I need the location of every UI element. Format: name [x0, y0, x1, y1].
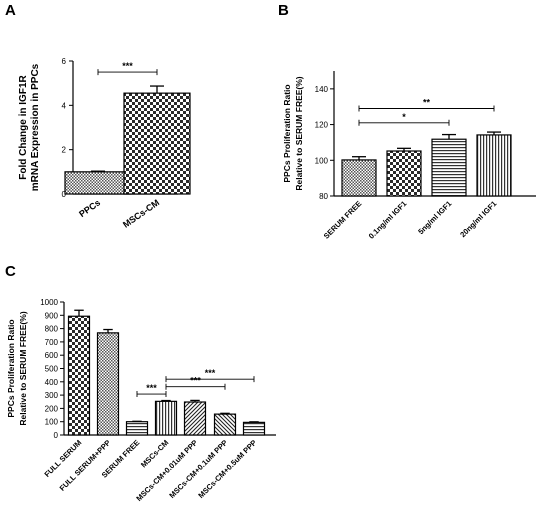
- significance-label: ***: [190, 376, 201, 386]
- y-tick-label: 400: [45, 378, 59, 387]
- y-tick-label: 0: [54, 431, 59, 440]
- significance-label: *: [402, 112, 406, 122]
- y-tick-label: 1000: [40, 298, 58, 307]
- y-tick-label: 500: [45, 365, 59, 374]
- y-tick-label: 100: [45, 418, 59, 427]
- y-axis-label: Fold Change in IGF1R: [18, 75, 29, 180]
- bar: [64, 171, 132, 195]
- category-label: PPCs: [77, 197, 102, 219]
- y-tick-label: 700: [45, 338, 59, 347]
- y-tick-label: 100: [315, 156, 329, 165]
- significance-label: ***: [205, 368, 216, 378]
- panel-label-a: A: [5, 2, 16, 19]
- y-tick-label: 900: [45, 311, 59, 320]
- y-tick-label: 120: [315, 121, 329, 130]
- category-label: FULL SERUM+PPP: [58, 438, 113, 493]
- significance-label: **: [423, 98, 431, 108]
- bar: [125, 421, 149, 436]
- bar: [213, 413, 237, 436]
- bar: [123, 92, 191, 195]
- chart-panel-b: 80 100 120 140 PPCs Proliferation Ratio Relat…: [282, 71, 536, 241]
- category-label: 20ng/ml IGF1: [458, 199, 499, 240]
- y-tick-label: 600: [45, 351, 59, 360]
- y-tick-label: 800: [45, 325, 59, 334]
- y-axis-label: Relative to SERUM FREE(%): [294, 76, 304, 190]
- chart-panel-c: 0 100 200 300 400 500 600 700 800 900 1000 PPCs Pro…: [6, 298, 276, 503]
- category-label: MSCs-CM: [121, 197, 161, 229]
- bar: [431, 138, 467, 197]
- y-tick-label: 6: [62, 57, 67, 66]
- panel-label-c: C: [5, 263, 16, 280]
- y-tick-label: 300: [45, 391, 59, 400]
- bar: [341, 159, 377, 197]
- bar: [183, 401, 207, 436]
- y-axis-label: PPCs Proliferation Ratio: [6, 319, 16, 417]
- y-tick-label: 2: [62, 146, 67, 155]
- bar: [67, 315, 91, 436]
- category-label: 0.1ng/ml IGF1: [367, 199, 409, 241]
- chart-panel-a: 0 2 4 6 Fold Change in IGF1R mRNA Expression …: [18, 57, 191, 230]
- y-tick-label: 140: [315, 85, 329, 94]
- category-label: MSCs-CM+0.5uM PPP: [196, 438, 258, 500]
- category-label: SERUM FREE: [322, 199, 364, 241]
- bar: [96, 332, 120, 436]
- category-label: 5ng/ml IGF1: [416, 199, 454, 237]
- bar: [386, 150, 422, 197]
- y-axis-label: PPCs Proliferation Ratio: [282, 84, 292, 182]
- bar: [476, 134, 512, 197]
- significance-label: ***: [146, 383, 157, 393]
- y-axis-label: mRNA Expression in PPCs: [30, 63, 41, 191]
- y-tick-label: 80: [319, 192, 328, 201]
- y-tick-label: 4: [62, 101, 67, 110]
- significance-label: ***: [122, 61, 133, 71]
- bar: [242, 421, 266, 436]
- y-tick-label: 0: [62, 190, 67, 199]
- bar: [154, 400, 178, 436]
- y-tick-label: 200: [45, 404, 59, 413]
- y-axis-label: Relative to SERUM FREE(%): [18, 311, 28, 425]
- panel-label-b: B: [278, 2, 289, 19]
